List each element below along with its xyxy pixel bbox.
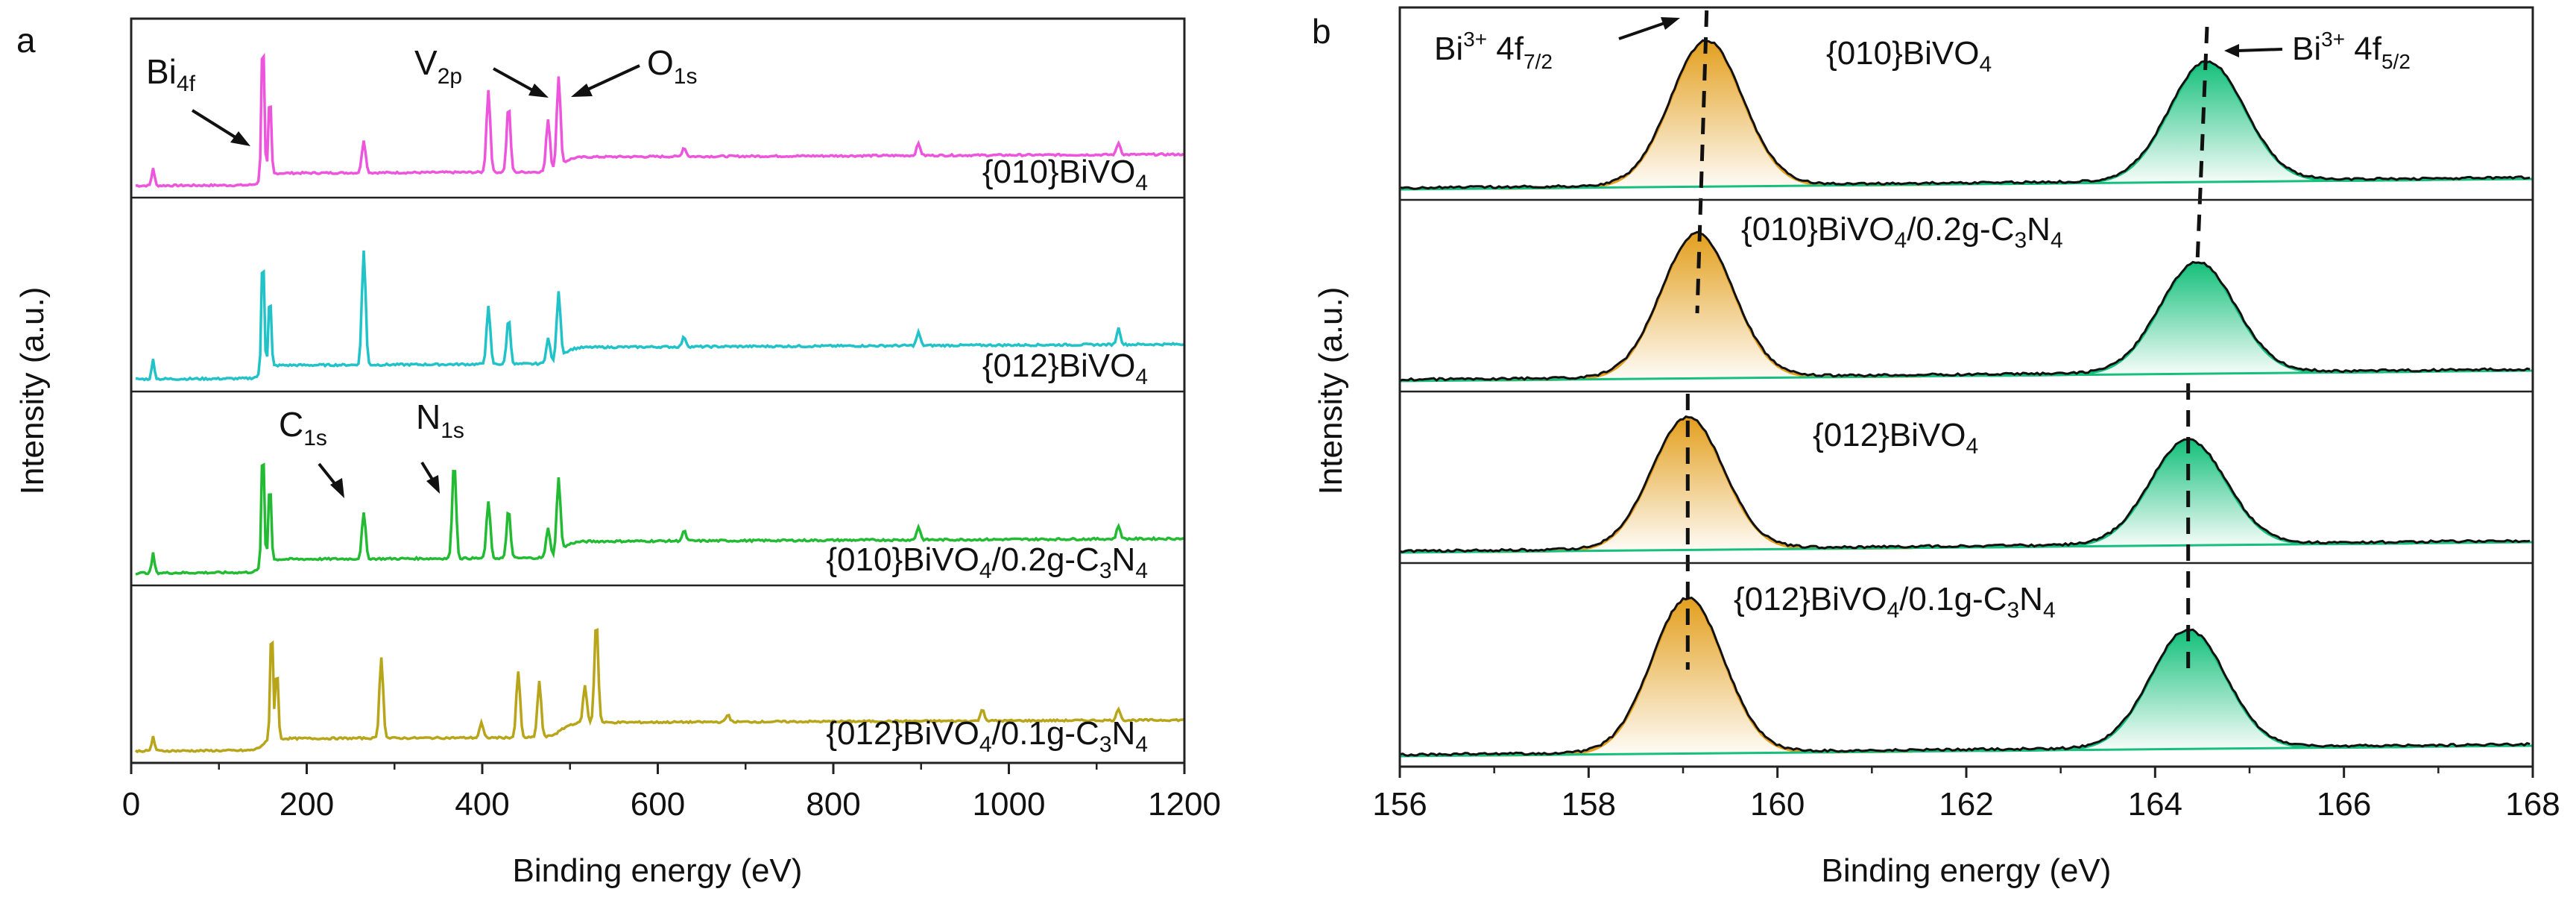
panel-b-fill-4f52-3 [1980,441,2415,547]
panel-b-measured-3 [1399,415,2531,553]
annotation-4f52-arrow-head [2224,44,2239,57]
annotation-c1s: C1s [279,405,327,450]
panel-b-dashed-lines [1685,10,2209,671]
panel-a-x-tick-label-6: 1200 [1148,786,1221,823]
panel-a-series-line-4 [134,628,1184,754]
panel-b-label-series-3: {012}BiVO4 [1813,417,1978,459]
panel-b-x-tick-label-1: 158 [1562,786,1616,823]
panel-a-x-tick-label-3: 600 [631,786,685,823]
panel-b-fill-4f72-2 [1489,234,1924,380]
annotation-4f52-arrow-line [2237,48,2283,52]
annotation-o1s-arrow-head [571,84,593,97]
panel-b-measured-4 [1399,597,2531,757]
annotation-o1s: O1s [647,43,697,89]
panel-b-series-group [1399,39,2534,758]
panel-a-label-series-2: {012}BiVO4 [982,348,1148,389]
panel-b-x-ticks: 156 158 160 162 164 166 168 [1372,767,2560,823]
panel-b-dashed-4f52-upper [2195,26,2209,258]
panel-a-x-ticks: 0 200 400 600 800 1000 1200 [122,763,1221,823]
annotation-c1s-arrow-head [330,478,344,498]
annotation-o1s-arrow-line [584,64,640,92]
annotation-bi3-4f52: Bi3+ 4f5/2 [2292,28,2411,73]
panel-b-fill-4f52-4 [1980,631,2415,751]
panel-a-label-series-1: {010}BiVO4 [982,154,1148,195]
panel-a-label-series-4: {012}BiVO4/0.1g-C3N4 [826,715,1148,757]
panel-a-label-series-3: {010}BiVO4/0.2g-C3N4 [826,541,1148,583]
panel-b-x-axis-title: Binding energy (eV) [1822,852,2112,889]
panel-b-y-axis-title: Intensity (a.u.) [1313,287,1349,495]
panel-b-label: b [1312,12,1331,51]
panel-b: b 156 158 160 162 164 166 168 Binding energy (… [1312,6,2560,889]
panel-b-baseline-3 [1399,541,2534,554]
panel-b-label-series-2: {010}BiVO4/0.2g-C3N4 [1741,211,2063,253]
panel-a-x-tick-label-0: 0 [122,786,140,823]
panel-a-label: a [16,21,36,60]
panel-b-x-tick-label-3: 162 [1939,786,1993,823]
panel-b-measured-2 [1399,230,2531,382]
panel-b-baseline-1 [1399,177,2534,191]
panel-b-x-tick-label-6: 168 [2505,786,2560,823]
panel-b-label-series-1: {010}BiVO4 [1826,35,1992,77]
panel-b-fill-4f72-1 [1499,42,1933,189]
panel-b-x-tick-label-2: 160 [1750,786,1805,823]
panel-b-x-tick-label-0: 156 [1372,786,1427,823]
panel-a: a 0 200 400 600 800 1000 1200 Binding energy (… [14,17,1221,889]
annotation-4f72-arrow-line [1618,21,1667,40]
panel-a-series-group [134,52,1184,754]
panel-a-x-tick-label-2: 400 [455,786,509,823]
panel-a-series-line-2 [135,250,1184,382]
panel-b-fill-4f72-3 [1480,418,1915,552]
panel-b-fill-4f72-4 [1480,599,1915,755]
annotation-c1s-arrow-line [318,462,338,488]
panel-a-x-tick-label-4: 800 [806,786,860,823]
panel-b-frame [1398,6,2534,768]
annotation-v2p: V2p [414,43,462,89]
annotation-bi4f-arrow-line [191,109,242,142]
panel-b-x-tick-label-4: 164 [2128,786,2182,823]
annotation-bi3-4f72: Bi3+ 4f7/2 [1434,28,1553,73]
panel-b-fill-4f52-1 [1999,63,2434,184]
annotation-n1s: N1s [416,397,464,443]
annotation-4f72-arrow-head [1661,17,1680,30]
panel-b-label-series-4: {012}BiVO4/0.1g-C3N4 [1734,581,2056,623]
panel-a-x-tick-label-5: 1000 [973,786,1046,823]
annotation-n1s-arrow-head [426,475,440,494]
annotation-bi4f-arrow-head [230,131,250,146]
annotation-v2p-arrow-head [528,84,549,98]
panel-a-x-tick-label-1: 200 [280,786,334,823]
panel-b-fill-4f52-2 [1989,263,2425,376]
panel-a-series-line-1 [135,52,1184,188]
panel-b-dashed-4f72-upper [1695,10,1709,314]
panel-a-x-axis-title: Binding energy (eV) [513,852,803,889]
panel-a-y-axis-title: Intensity (a.u.) [14,287,51,495]
panel-b-measured-1 [1399,39,2531,190]
panel-a-series-line-3 [135,462,1184,576]
annotation-bi4f: Bi4f [146,52,196,96]
panel-b-x-tick-label-5: 166 [2317,786,2371,823]
annotation-v2p-arrow-line [493,67,537,94]
